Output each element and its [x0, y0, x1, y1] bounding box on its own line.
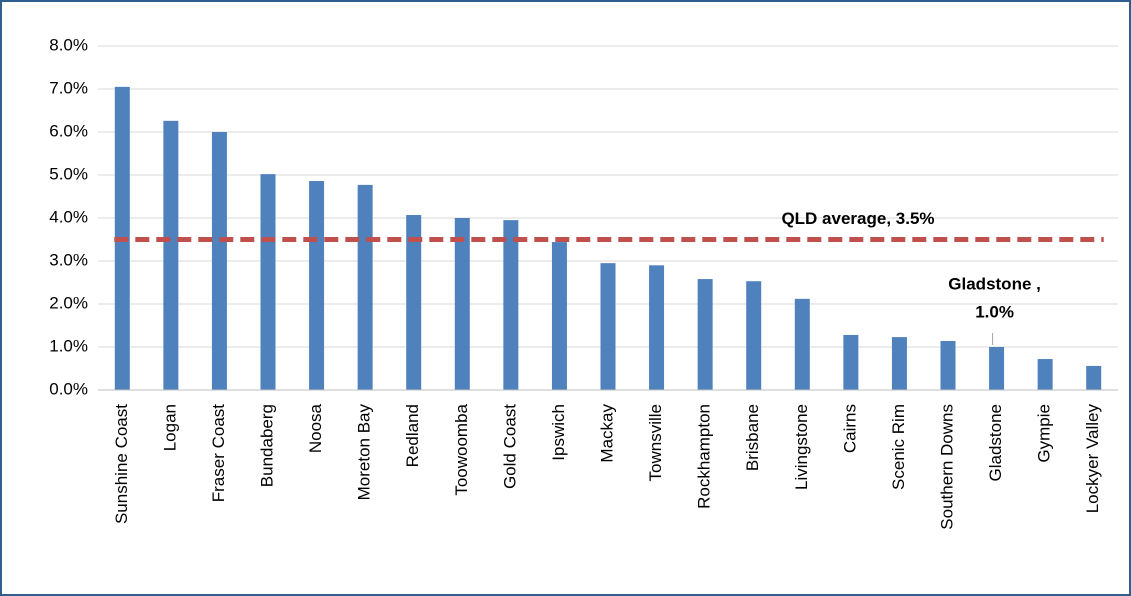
- bar: [746, 281, 762, 390]
- y-tick-label: 0.0%: [49, 379, 88, 398]
- bar: [989, 347, 1005, 390]
- x-tick-label: Mackay: [597, 404, 616, 463]
- bar: [406, 214, 422, 390]
- x-tick-label: Moreton Bay: [355, 404, 374, 501]
- x-tick-label: Gladstone: [986, 404, 1005, 482]
- x-tick-label: Rockhampton: [695, 404, 714, 509]
- y-tick-label: 1.0%: [49, 336, 88, 355]
- bar: [211, 132, 227, 390]
- y-tick-label: 3.0%: [49, 250, 88, 269]
- bar: [1086, 365, 1102, 390]
- bar: [697, 279, 713, 390]
- average-label: QLD average, 3.5%: [781, 209, 934, 228]
- x-tick-label: Bundaberg: [257, 404, 276, 487]
- bar: [794, 298, 810, 390]
- x-tick-label: Sunshine Coast: [112, 404, 131, 524]
- bar: [163, 120, 179, 390]
- x-tick-label: Scenic Rim: [889, 404, 908, 490]
- x-tick-label: Brisbane: [743, 404, 762, 471]
- x-tick-label: Townsville: [646, 404, 665, 481]
- bar: [600, 263, 616, 390]
- x-tick-label: Redland: [403, 404, 422, 467]
- x-tick-label: Livingstone: [792, 404, 811, 490]
- bar: [454, 218, 470, 390]
- annotation-line: Gladstone ,: [948, 274, 1041, 293]
- bar: [357, 184, 373, 390]
- bar: [940, 340, 956, 390]
- y-tick-label: 5.0%: [49, 164, 88, 183]
- annotation-line: 1.0%: [975, 302, 1014, 321]
- x-tick-label: Noosa: [306, 403, 325, 453]
- x-tick-label: Logan: [160, 404, 179, 451]
- y-tick-label: 8.0%: [49, 35, 88, 54]
- x-tick-label: Gympie: [1035, 404, 1054, 463]
- x-tick-label: Gold Coast: [500, 404, 519, 489]
- y-tick-label: 6.0%: [49, 121, 88, 140]
- bar: [843, 334, 859, 390]
- x-tick-label: Lockyer Valley: [1083, 404, 1102, 514]
- x-tick-label: Southern Downs: [937, 404, 956, 530]
- bar: [1037, 359, 1053, 390]
- x-tick-label: Fraser Coast: [209, 404, 228, 503]
- bar: [551, 242, 567, 390]
- y-tick-label: 2.0%: [49, 293, 88, 312]
- x-tick-label: Cairns: [840, 404, 859, 453]
- bar: [309, 181, 325, 390]
- y-tick-label: 4.0%: [49, 207, 88, 226]
- bar: [891, 337, 907, 390]
- x-tick-label: Ipswich: [549, 404, 568, 461]
- y-tick-label: 7.0%: [49, 78, 88, 97]
- bar: [649, 265, 665, 390]
- bar: [260, 174, 276, 390]
- x-tick-label: Toowoomba: [452, 403, 471, 495]
- bar: [503, 220, 519, 390]
